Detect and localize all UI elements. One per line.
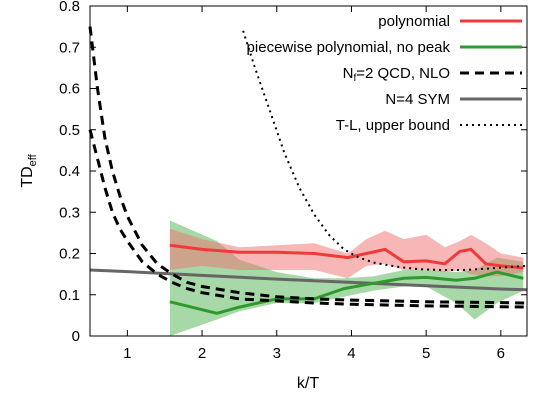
x-tick-label: 3 [273,345,281,362]
x-tick-label: 4 [347,345,355,362]
line-polynomial [169,243,524,270]
y-tick-label: 0.3 [59,204,80,221]
y-tick-label: 0.7 [59,39,80,56]
y-tick-label: 0.6 [59,81,80,98]
y-tick-label: 0.4 [59,163,80,180]
x-tick-label: 6 [497,345,505,362]
legend-label-polynomial: polynomial [378,13,450,30]
y-axis-label: TDeff [19,153,39,187]
legend: polynomial piecewise polynomial, no peak… [247,13,522,134]
line-sym [89,268,528,292]
legend-label-qcd-rest: =2 QCD, NLO [356,65,450,82]
x-axis: 1 2 3 4 5 6 [123,6,505,362]
legend-label-sym: N=4 SYM [385,91,450,108]
legend-label-qcd: Nf=2 QCD, NLO [343,65,450,84]
line-piecewise [169,270,524,315]
series-lines [88,26,528,315]
y-axis-label-main: TD [19,166,36,187]
legend-label-piecewise: piecewise polynomial, no peak [247,39,451,56]
y-tick-label: 0.8 [59,0,80,15]
line-qcd-upper [88,26,528,305]
y-tick-label: 0.5 [59,122,80,139]
x-tick-label: 5 [422,345,430,362]
legend-label-tl: T-L, upper bound [336,117,450,134]
legend-label-qcd-sub: f [353,73,356,84]
y-tick-label: 0 [72,328,80,345]
error-bands [169,220,524,336]
band-piecewise [169,220,524,336]
legend-label-qcd-main: N [343,65,354,82]
y-tick-label: 0.1 [59,287,80,304]
x-tick-label: 2 [198,345,206,362]
line-tl [242,30,528,271]
y-tick-label: 0.2 [59,246,80,263]
line-qcd-lower [88,129,528,309]
band-polynomial [169,228,524,279]
x-axis-label: k/T [297,375,319,392]
y-axis: 0 0.1 0.2 0.3 0.4 0.5 0.6 0.7 0.8 [59,0,527,345]
y-axis-label-sub: eff [27,153,39,166]
x-tick-label: 1 [123,345,131,362]
